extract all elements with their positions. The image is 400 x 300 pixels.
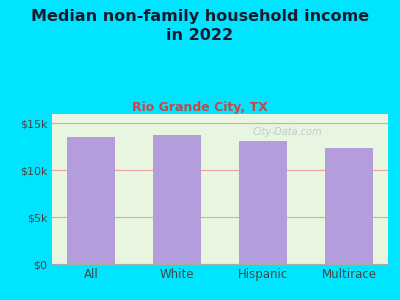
Bar bbox=[326, 148, 373, 264]
Text: Median non-family household income
in 2022: Median non-family household income in 20… bbox=[31, 9, 369, 43]
Bar bbox=[67, 137, 114, 264]
Text: City-Data.com: City-Data.com bbox=[252, 127, 322, 137]
Bar bbox=[153, 135, 201, 264]
Bar bbox=[239, 141, 287, 264]
Text: Rio Grande City, TX: Rio Grande City, TX bbox=[132, 100, 268, 113]
